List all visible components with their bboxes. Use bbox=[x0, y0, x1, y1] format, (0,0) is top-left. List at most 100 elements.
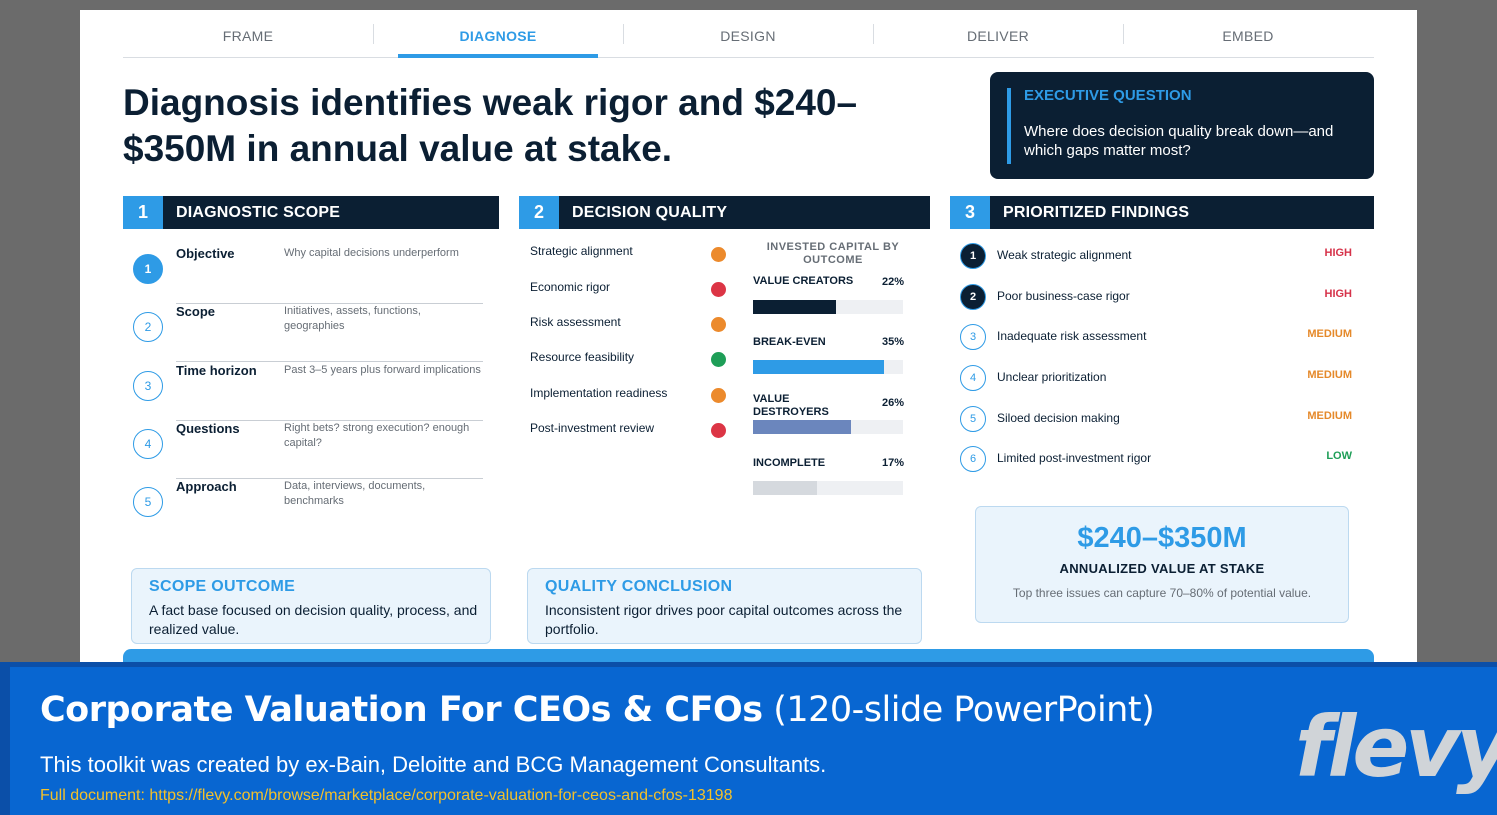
accent-bar bbox=[1007, 88, 1011, 164]
scope-label: Time horizon bbox=[176, 363, 257, 378]
executive-question-title: EXECUTIVE QUESTION bbox=[1024, 87, 1192, 104]
outcome-text: A fact base focused on decision quality,… bbox=[149, 602, 478, 637]
banner-title-main: Corporate Valuation For CEOs & CFOs bbox=[40, 690, 763, 730]
executive-question-text: Where does decision quality break down—a… bbox=[1024, 123, 1334, 159]
severity-badge: MEDIUM bbox=[1307, 410, 1352, 422]
finding-number: 5 bbox=[960, 406, 986, 432]
scope-description: Why capital decisions underperform bbox=[284, 247, 459, 259]
status-dot bbox=[711, 282, 726, 297]
value-note: Top three issues can capture 70–80% of p… bbox=[1012, 586, 1312, 600]
quality-item: Resource feasibility bbox=[530, 350, 635, 364]
severity-badge: HIGH bbox=[1324, 288, 1353, 300]
quality-item: Economic rigor bbox=[530, 280, 611, 294]
finding-number: 6 bbox=[960, 446, 986, 472]
status-dot bbox=[711, 247, 726, 262]
finding-item: 5 Siloed decision making MEDIUM bbox=[960, 406, 1352, 436]
scope-label: Objective bbox=[176, 246, 235, 261]
finding-number: 1 bbox=[960, 243, 986, 269]
tab-design[interactable]: DESIGN bbox=[720, 28, 776, 44]
step-number: 4 bbox=[133, 429, 163, 459]
section-number: 2 bbox=[519, 196, 559, 229]
document-link[interactable]: Full document: https://flevy.com/browse/… bbox=[40, 787, 733, 804]
promo-banner-inner: Corporate Valuation For CEOs & CFOs (120… bbox=[10, 667, 1497, 815]
quality-item: Strategic alignment bbox=[530, 244, 633, 258]
bar-value-label: 26% bbox=[881, 397, 904, 409]
promo-banner: Corporate Valuation For CEOs & CFOs (120… bbox=[0, 662, 1497, 815]
logo-text: flevy bbox=[1295, 698, 1497, 796]
section-title: PRIORITIZED FINDINGS bbox=[1003, 203, 1190, 221]
banner-title: Corporate Valuation For CEOs & CFOs (120… bbox=[40, 690, 1155, 730]
bar-fill bbox=[753, 420, 851, 434]
tab-divider bbox=[373, 24, 374, 44]
quality-item: Risk assessment bbox=[530, 315, 621, 329]
value-amount: $240–$350M bbox=[1077, 522, 1247, 554]
scope-item: 5 Approach Data, interviews, documents, … bbox=[123, 479, 483, 537]
bar-label: INCOMPLETE bbox=[753, 457, 826, 469]
value-label: ANNUALIZED VALUE AT STAKE bbox=[1059, 561, 1265, 576]
stage-tabs: FRAME DIAGNOSE DESIGN DELIVER EMBED bbox=[123, 24, 1374, 58]
quality-conclusion-box: QUALITY CONCLUSION Inconsistent rigor dr… bbox=[527, 568, 922, 644]
finding-number: 3 bbox=[960, 324, 986, 350]
chart-title: INVESTED CAPITAL BY OUTCOME bbox=[766, 241, 900, 266]
scope-outcome-box: SCOPE OUTCOME A fact base focused on dec… bbox=[131, 568, 491, 644]
section-header-findings: 3 PRIORITIZED FINDINGS bbox=[950, 196, 1374, 229]
tab-embed[interactable]: EMBED bbox=[1222, 28, 1274, 44]
section-header-scope: 1 DIAGNOSTIC SCOPE bbox=[123, 196, 499, 229]
step-number: 3 bbox=[133, 371, 163, 401]
finding-item: 4 Unclear prioritization MEDIUM bbox=[960, 365, 1352, 395]
finding-text: Limited post-investment rigor bbox=[997, 451, 1152, 465]
bar-label: VALUE DESTROYERS bbox=[753, 393, 829, 418]
tab-diagnose[interactable]: DIAGNOSE bbox=[373, 24, 623, 58]
status-dot bbox=[711, 423, 726, 438]
step-number: 5 bbox=[133, 487, 163, 517]
quality-item: Post-investment review bbox=[530, 421, 655, 435]
severity-badge: MEDIUM bbox=[1307, 369, 1352, 381]
bar-value-label: 22% bbox=[881, 276, 904, 288]
scope-description: Past 3–5 years plus forward implications bbox=[284, 364, 481, 376]
step-number: 2 bbox=[133, 312, 163, 342]
finding-number: 2 bbox=[960, 284, 986, 310]
section-title: DIAGNOSTIC SCOPE bbox=[176, 203, 341, 221]
status-dot bbox=[711, 388, 726, 403]
finding-text: Unclear prioritization bbox=[997, 370, 1107, 384]
scope-label: Questions bbox=[176, 421, 240, 436]
banner-title-suffix: (120-slide PowerPoint) bbox=[773, 690, 1155, 730]
tab-divider bbox=[623, 24, 624, 44]
scope-label: Approach bbox=[176, 479, 237, 494]
scope-description: Right bets? strong execution? enough cap… bbox=[284, 422, 470, 449]
bar-fill bbox=[753, 481, 817, 495]
scope-label: Scope bbox=[176, 304, 216, 319]
tab-frame[interactable]: FRAME bbox=[222, 28, 274, 44]
bar-fill bbox=[753, 360, 884, 374]
severity-badge: MEDIUM bbox=[1307, 328, 1352, 340]
flevy-logo[interactable]: flevy bbox=[1295, 702, 1497, 792]
bar-label: BREAK-EVEN bbox=[753, 336, 826, 348]
bar-track bbox=[753, 360, 903, 374]
severity-badge: HIGH bbox=[1324, 247, 1353, 259]
tab-deliver[interactable]: DELIVER bbox=[966, 28, 1029, 44]
finding-text: Siloed decision making bbox=[997, 411, 1120, 425]
bar-track bbox=[753, 300, 903, 314]
finding-item: 1 Weak strategic alignment HIGH bbox=[960, 243, 1352, 273]
outcome-title: SCOPE OUTCOME bbox=[149, 578, 296, 595]
finding-item: 2 Poor business-case rigor HIGH bbox=[960, 284, 1352, 314]
finding-item: 3 Inadequate risk assessment MEDIUM bbox=[960, 324, 1352, 354]
finding-item: 6 Limited post-investment rigor LOW bbox=[960, 446, 1352, 476]
divider bbox=[176, 420, 483, 421]
value-at-stake-box: $240–$350M ANNUALIZED VALUE AT STAKE Top… bbox=[975, 506, 1349, 623]
divider bbox=[176, 361, 483, 362]
outcome-title: QUALITY CONCLUSION bbox=[545, 578, 733, 595]
scope-item: 3 Time horizon Past 3–5 years plus forwa… bbox=[123, 363, 483, 421]
status-dot bbox=[711, 317, 726, 332]
finding-text: Inadequate risk assessment bbox=[997, 329, 1147, 343]
finding-number: 4 bbox=[960, 365, 986, 391]
finding-text: Poor business-case rigor bbox=[997, 289, 1130, 303]
bar-track bbox=[753, 420, 903, 434]
divider bbox=[176, 303, 483, 304]
tab-divider bbox=[873, 24, 874, 44]
section-title: DECISION QUALITY bbox=[572, 203, 728, 221]
bar-value-label: 35% bbox=[881, 336, 904, 348]
tab-divider bbox=[1123, 24, 1124, 44]
status-dot bbox=[711, 352, 726, 367]
severity-badge: LOW bbox=[1326, 450, 1352, 462]
